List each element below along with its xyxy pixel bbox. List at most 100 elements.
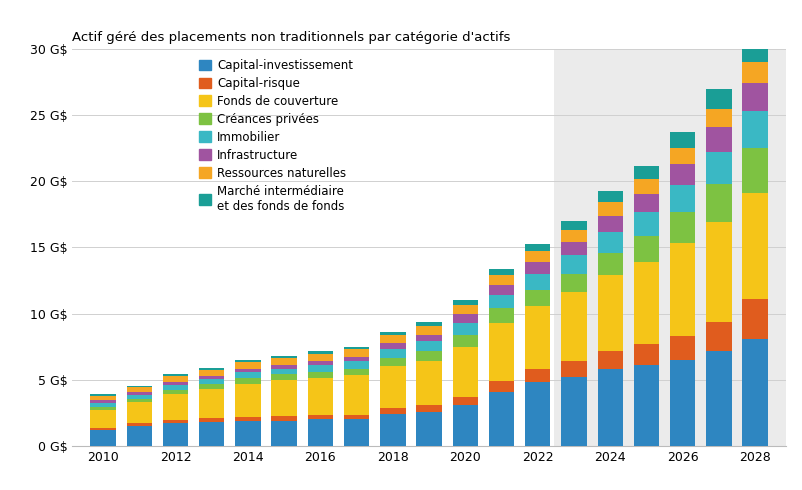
Bar <box>127 395 152 399</box>
Bar <box>707 222 731 321</box>
Text: Actif géré des placements non traditionnels par catégorie d'actifs: Actif géré des placements non traditionn… <box>72 31 511 44</box>
Bar <box>235 417 261 421</box>
Bar <box>344 375 369 415</box>
Bar <box>707 127 731 152</box>
Bar <box>416 322 442 326</box>
Bar <box>489 308 514 323</box>
Bar <box>489 275 514 285</box>
Bar <box>561 255 587 274</box>
Bar <box>597 202 623 216</box>
Bar <box>554 49 786 446</box>
Bar <box>597 216 623 232</box>
Bar <box>452 397 478 405</box>
Bar <box>308 365 333 372</box>
Bar <box>597 253 623 275</box>
Bar <box>91 410 115 428</box>
Bar <box>452 300 478 305</box>
Bar <box>127 402 152 423</box>
Bar <box>308 372 333 378</box>
Bar <box>743 339 768 446</box>
Bar <box>271 416 297 421</box>
Bar <box>344 415 369 419</box>
Bar <box>271 421 297 446</box>
Bar <box>199 376 225 379</box>
Bar <box>707 109 731 127</box>
Bar <box>416 335 442 342</box>
Bar <box>489 295 514 308</box>
Bar <box>525 251 550 262</box>
Bar <box>416 412 442 446</box>
Bar <box>525 369 550 382</box>
Bar <box>525 290 550 306</box>
Bar <box>199 384 225 389</box>
Bar <box>344 368 369 375</box>
Bar <box>561 293 587 361</box>
Bar <box>163 385 188 390</box>
Bar <box>597 275 623 351</box>
Bar <box>235 421 261 446</box>
Bar <box>91 394 115 395</box>
Bar <box>163 423 188 446</box>
Bar <box>344 419 369 446</box>
Bar <box>525 274 550 290</box>
Bar <box>743 62 768 83</box>
Bar <box>235 384 261 417</box>
Bar <box>634 262 659 344</box>
Bar <box>707 321 731 351</box>
Bar <box>561 361 587 377</box>
Bar <box>199 370 225 376</box>
Bar <box>91 428 115 430</box>
Bar <box>163 393 188 420</box>
Bar <box>525 244 550 251</box>
Bar <box>91 407 115 410</box>
Bar <box>743 299 768 339</box>
Bar <box>127 387 152 392</box>
Bar <box>489 381 514 392</box>
Bar <box>91 400 115 403</box>
Bar <box>344 357 369 361</box>
Bar <box>489 392 514 446</box>
Bar <box>127 386 152 387</box>
Bar <box>416 326 442 335</box>
Bar <box>452 347 478 397</box>
Bar <box>380 336 406 343</box>
Bar <box>380 366 406 408</box>
Bar <box>670 244 695 336</box>
Bar <box>670 336 695 360</box>
Bar <box>380 349 406 358</box>
Bar <box>743 38 768 62</box>
Bar <box>271 356 297 358</box>
Bar <box>271 358 297 365</box>
Bar <box>707 89 731 109</box>
Bar <box>597 232 623 253</box>
Bar <box>199 389 225 418</box>
Bar <box>670 360 695 446</box>
Bar <box>561 377 587 446</box>
Bar <box>525 262 550 274</box>
Bar <box>634 365 659 446</box>
Bar <box>235 368 261 372</box>
Bar <box>380 332 406 336</box>
Bar <box>489 270 514 275</box>
Bar <box>344 349 369 357</box>
Bar <box>634 344 659 365</box>
Bar <box>380 343 406 349</box>
Bar <box>271 365 297 368</box>
Bar <box>743 111 768 148</box>
Bar <box>308 378 333 416</box>
Bar <box>670 132 695 148</box>
Bar <box>380 408 406 414</box>
Bar <box>380 414 406 446</box>
Bar <box>199 368 225 370</box>
Bar <box>235 362 261 368</box>
Bar <box>743 193 768 299</box>
Bar <box>235 360 261 362</box>
Bar <box>561 274 587 293</box>
Bar <box>127 423 152 426</box>
Bar <box>561 242 587 255</box>
Bar <box>489 285 514 295</box>
Bar <box>308 361 333 365</box>
Bar <box>308 419 333 446</box>
Bar <box>271 380 297 416</box>
Legend: Capital-investissement, Capital-risque, Fonds de couverture, Créances privées, I: Capital-investissement, Capital-risque, … <box>200 59 353 213</box>
